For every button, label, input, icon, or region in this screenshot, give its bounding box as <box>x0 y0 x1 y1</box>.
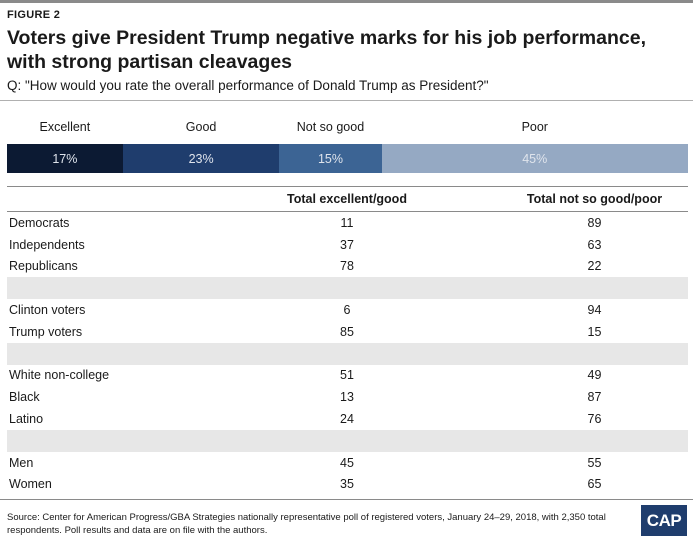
cell-not-so-good-poor: 89 <box>587 215 602 230</box>
bar-segment-good: 23% <box>122 144 280 173</box>
cell-excellent-good: 37 <box>340 237 354 252</box>
bar-segment-not-so-good: 15% <box>279 144 382 173</box>
table-row: White non-college 51 49 <box>7 365 688 387</box>
table-spacer-row <box>7 342 688 365</box>
cell-not-so-good-poor: 55 <box>587 455 602 470</box>
cell-excellent-good: 51 <box>340 368 354 383</box>
row-label: Democrats <box>9 215 70 230</box>
cell-not-so-good-poor: 22 <box>587 259 602 274</box>
cell-not-so-good-poor: 65 <box>587 477 602 492</box>
cell-not-so-good-poor: 49 <box>587 368 602 383</box>
cell-excellent-good: 6 <box>343 303 351 318</box>
table-row: Independents 37 63 <box>7 234 688 256</box>
table-spacer-row <box>7 429 688 452</box>
table-row: Latino 24 76 <box>7 408 688 430</box>
table-row: Republicans 78 22 <box>7 256 688 278</box>
table-header: Total excellent/good Total not so good/p… <box>7 186 688 212</box>
bar-segment-poor: 45% <box>381 144 688 173</box>
cell-excellent-good: 45 <box>340 455 354 470</box>
bottom-rule <box>0 499 693 500</box>
cell-not-so-good-poor: 87 <box>587 390 602 405</box>
cell-not-so-good-poor: 15 <box>587 324 602 339</box>
table-body: Democrats 11 89 Independents 37 63 Republicans… <box>7 212 688 495</box>
stacked-bar: 17% 23% 15% 45% <box>7 144 688 173</box>
bar-category-label: Excellent <box>39 120 91 134</box>
table-row: Men 45 55 <box>7 452 688 474</box>
cap-logo: CAP <box>641 505 687 536</box>
row-label: Trump voters <box>9 324 83 339</box>
top-rule <box>0 0 693 3</box>
bar-category-label: Not so good <box>296 120 365 134</box>
header-excellent-good: Total excellent/good <box>287 192 407 206</box>
row-label: Women <box>9 477 52 492</box>
table-spacer-row <box>7 277 688 300</box>
chart-title: Voters give President Trump negative mar… <box>7 27 646 73</box>
cell-not-so-good-poor: 63 <box>587 237 602 252</box>
results-table: Total excellent/good Total not so good/p… <box>7 186 688 495</box>
cell-excellent-good: 85 <box>340 324 354 339</box>
cell-not-so-good-poor: 94 <box>587 303 602 318</box>
bar-category-label: Good <box>185 120 217 134</box>
cell-excellent-good: 35 <box>340 477 354 492</box>
cell-excellent-good: 13 <box>340 390 354 405</box>
bar-category-label: Poor <box>521 120 548 134</box>
table-row: Democrats 11 89 <box>7 212 688 234</box>
table-row: Trump voters 85 15 <box>7 321 688 343</box>
source-note: Source: Center for American Progress/GBA… <box>7 512 606 536</box>
cell-not-so-good-poor: 76 <box>587 412 602 427</box>
row-label: Black <box>9 390 40 405</box>
bar-segment-excellent: 17% <box>7 144 123 173</box>
table-row: Clinton voters 6 94 <box>7 299 688 321</box>
cell-excellent-good: 78 <box>340 259 354 274</box>
table-row: Women 35 65 <box>7 474 688 496</box>
row-label: White non-college <box>9 368 110 383</box>
header-not-so-good-poor: Total not so good/poor <box>526 192 663 206</box>
survey-question: Q: "How would you rate the overall perfo… <box>7 78 489 93</box>
cell-excellent-good: 24 <box>340 412 354 427</box>
table-row: Black 13 87 <box>7 386 688 408</box>
figure-label: FIGURE 2 <box>7 9 61 21</box>
row-label: Republicans <box>9 259 78 274</box>
row-label: Clinton voters <box>9 303 86 318</box>
divider <box>0 100 693 101</box>
cell-excellent-good: 11 <box>340 215 354 230</box>
row-label: Men <box>9 455 34 470</box>
row-label: Latino <box>9 412 44 427</box>
row-label: Independents <box>9 237 85 252</box>
